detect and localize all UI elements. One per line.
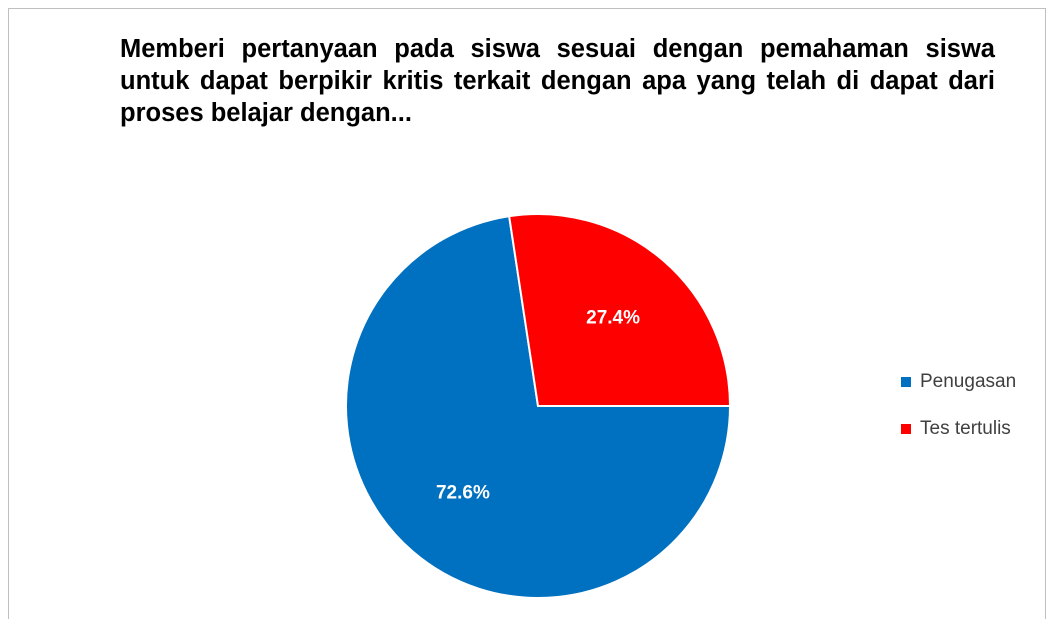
legend-marker	[901, 424, 911, 434]
chart-title: Memberi pertanyaan pada siswa sesuai den…	[120, 35, 995, 127]
chart-frame	[8, 8, 1046, 619]
legend-label: Tes tertulis	[920, 418, 1011, 439]
legend-marker	[901, 377, 911, 387]
legend-label: Penugasan	[920, 371, 1016, 392]
pie-slice	[345, 215, 732, 599]
pie-slice	[508, 213, 732, 407]
data-label: 72.6%	[436, 482, 490, 503]
data-label: 27.4%	[586, 308, 640, 329]
